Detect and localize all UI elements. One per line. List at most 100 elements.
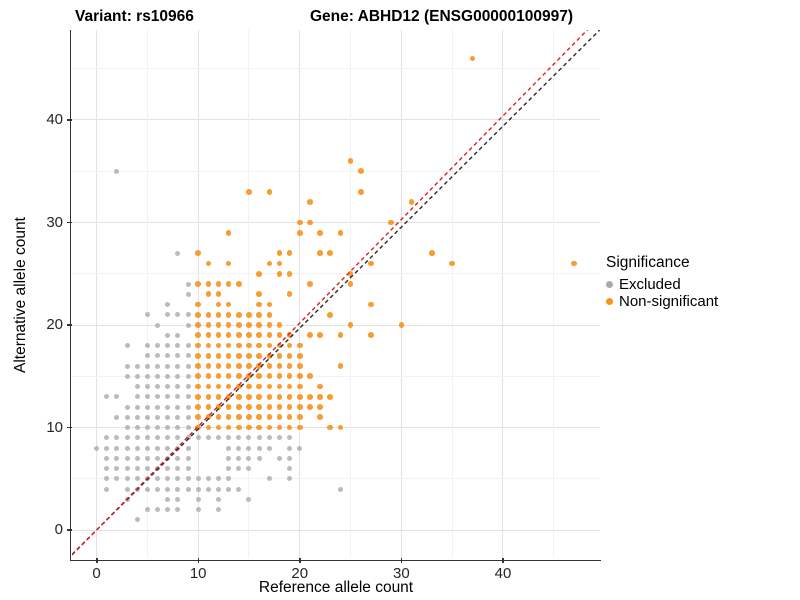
data-point-non-significant [215,424,222,431]
y-tick-label-0: 0 [54,521,63,539]
data-point-excluded [287,466,293,471]
data-point-non-significant [256,311,262,318]
data-point-excluded [144,394,150,400]
data-point-excluded [155,384,161,389]
data-point-non-significant [449,260,455,267]
x-axis-title: Reference allele count [258,579,414,596]
data-point-non-significant [296,363,303,369]
data-point-excluded [175,343,181,348]
data-point-non-significant [236,414,242,421]
data-point-excluded [134,384,140,389]
data-point-non-significant [215,332,222,339]
data-point-non-significant [225,281,232,287]
data-point-non-significant [307,199,313,205]
data-point-excluded [216,476,221,482]
data-point-non-significant [266,383,273,390]
y-gridline-10 [72,427,600,428]
data-point-excluded [185,394,191,400]
data-point-excluded [114,168,120,174]
data-point-non-significant [276,393,283,400]
data-point-non-significant [256,373,262,380]
data-point-excluded [104,476,110,482]
data-point-excluded [195,435,201,441]
data-point-non-significant [225,342,232,349]
data-point-non-significant [368,260,374,267]
data-point-non-significant [307,281,313,287]
data-point-non-significant [286,393,293,400]
data-point-non-significant [286,332,293,339]
data-point-non-significant [327,424,334,431]
y-tick-label-40: 40 [46,110,63,128]
data-point-non-significant [236,352,242,359]
data-point-excluded [124,455,130,461]
data-point-non-significant [246,424,252,431]
data-point-excluded [144,445,150,451]
data-point-excluded [185,312,191,318]
data-point-non-significant [266,322,273,328]
data-point-non-significant [327,250,334,257]
data-point-non-significant [408,199,415,205]
data-point-non-significant [225,260,232,267]
data-point-excluded [185,353,191,359]
data-point-non-significant [225,311,232,318]
data-point-non-significant [296,414,303,421]
data-point-non-significant [266,424,273,431]
data-point-excluded [246,445,252,451]
data-point-excluded [185,343,191,348]
data-point-excluded [195,507,201,512]
data-point-excluded [175,425,181,430]
data-point-non-significant [276,270,283,277]
data-point-non-significant [215,311,222,318]
data-point-non-significant [246,352,252,359]
data-point-excluded [185,363,191,369]
data-point-non-significant [368,332,374,339]
data-point-excluded [144,404,150,410]
data-point-excluded [155,507,161,512]
y-tick-label-10: 10 [46,418,63,436]
data-point-excluded [175,353,181,359]
data-point-non-significant [286,291,293,298]
data-point-non-significant [256,414,262,421]
data-point-non-significant [317,250,323,257]
data-point-excluded [144,414,150,420]
data-point-excluded [266,476,272,482]
data-point-non-significant [195,373,201,380]
data-point-excluded [175,486,181,492]
y-tick-40 [67,119,72,121]
y-tick-30 [67,221,72,224]
data-point-excluded [114,435,120,441]
x-tick-label-30: 30 [393,565,410,582]
data-point-non-significant [205,363,212,369]
data-point-non-significant [256,363,262,369]
data-point-excluded [185,291,191,297]
data-point-non-significant [225,424,232,431]
data-point-excluded [256,445,262,451]
data-point-non-significant [215,363,222,369]
data-point-non-significant [215,404,222,410]
data-point-non-significant [429,250,435,257]
data-point-excluded [155,414,161,420]
data-point-non-significant [215,291,222,298]
legend: Significance Excluded Non-significant [606,254,718,310]
x-gridline-15 [248,30,250,558]
data-point-non-significant [195,424,201,431]
data-point-excluded [124,445,130,451]
data-point-non-significant [215,352,222,359]
data-point-non-significant [205,424,212,431]
data-point-non-significant [256,404,262,410]
data-point-non-significant [256,342,262,349]
data-point-excluded [165,425,171,430]
data-point-non-significant [246,373,252,380]
data-point-non-significant [205,332,212,339]
data-point-non-significant [236,393,242,400]
data-point-non-significant [195,414,201,421]
data-point-non-significant [205,414,212,421]
data-point-excluded [134,394,140,400]
data-point-non-significant [266,414,273,421]
variant-title: Variant: rs10966 [75,8,194,25]
data-point-non-significant [205,373,212,380]
data-point-excluded [144,343,150,348]
legend-label-non-significant: Non-significant [619,293,719,310]
x-tick-label-10: 10 [189,565,207,582]
